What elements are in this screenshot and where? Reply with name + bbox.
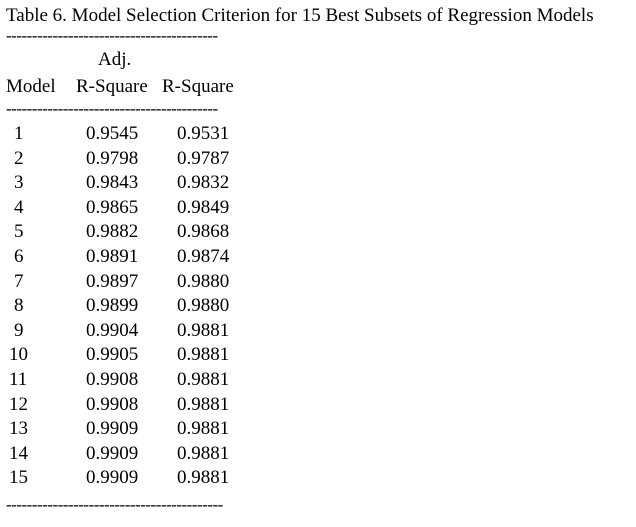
row-model: 7 — [14, 271, 24, 292]
row-r-square: 0.9868 — [177, 221, 230, 242]
header-adj: Adj. — [98, 49, 132, 70]
row-r-square: 0.9881 — [177, 467, 230, 488]
row-model: 3 — [14, 172, 24, 193]
row-r-square: 0.9881 — [177, 344, 230, 365]
row-adj-r-square: 0.9909 — [86, 418, 139, 439]
header-model: Model — [6, 76, 56, 97]
row-adj-r-square: 0.9882 — [86, 221, 139, 242]
row-model: 14 — [9, 443, 28, 464]
top-rule: ----------------------------------------… — [6, 26, 218, 45]
row-adj-r-square: 0.9908 — [86, 369, 139, 390]
row-r-square: 0.9874 — [177, 246, 230, 267]
row-r-square: 0.9881 — [177, 394, 230, 415]
row-model: 9 — [14, 320, 24, 341]
row-adj-r-square: 0.9865 — [86, 197, 139, 218]
row-adj-r-square: 0.9905 — [86, 344, 139, 365]
row-model: 8 — [14, 295, 24, 316]
row-model: 1 — [14, 123, 24, 144]
row-model: 12 — [9, 394, 28, 415]
row-model: 15 — [9, 467, 28, 488]
row-r-square: 0.9881 — [177, 320, 230, 341]
row-r-square: 0.9531 — [177, 123, 230, 144]
header-adj-r-square: R-Square — [76, 76, 148, 97]
header-r-square: R-Square — [162, 76, 234, 97]
row-r-square: 0.9881 — [177, 443, 230, 464]
row-adj-r-square: 0.9897 — [86, 271, 139, 292]
row-adj-r-square: 0.9891 — [86, 246, 139, 267]
row-adj-r-square: 0.9909 — [86, 467, 139, 488]
row-adj-r-square: 0.9908 — [86, 394, 139, 415]
row-adj-r-square: 0.9909 — [86, 443, 139, 464]
row-model: 6 — [14, 246, 24, 267]
row-model: 5 — [14, 221, 24, 242]
row-r-square: 0.9787 — [177, 148, 230, 169]
row-adj-r-square: 0.9843 — [86, 172, 139, 193]
row-model: 11 — [9, 369, 28, 390]
row-adj-r-square: 0.9904 — [86, 320, 139, 341]
row-adj-r-square: 0.9545 — [86, 123, 139, 144]
row-adj-r-square: 0.9899 — [86, 295, 139, 316]
table-title: Table 6. Model Selection Criterion for 1… — [6, 5, 594, 26]
bottom-rule: ----------------------------------------… — [6, 495, 223, 514]
row-r-square: 0.9832 — [177, 172, 230, 193]
row-model: 4 — [14, 197, 24, 218]
row-adj-r-square: 0.9798 — [86, 148, 139, 169]
row-r-square: 0.9881 — [177, 418, 230, 439]
row-model: 13 — [9, 418, 28, 439]
row-model: 10 — [9, 344, 28, 365]
row-r-square: 0.9881 — [177, 369, 230, 390]
header-rule: ----------------------------------------… — [6, 99, 218, 118]
row-model: 2 — [14, 148, 24, 169]
row-r-square: 0.9849 — [177, 197, 230, 218]
row-r-square: 0.9880 — [177, 295, 230, 316]
row-r-square: 0.9880 — [177, 271, 230, 292]
